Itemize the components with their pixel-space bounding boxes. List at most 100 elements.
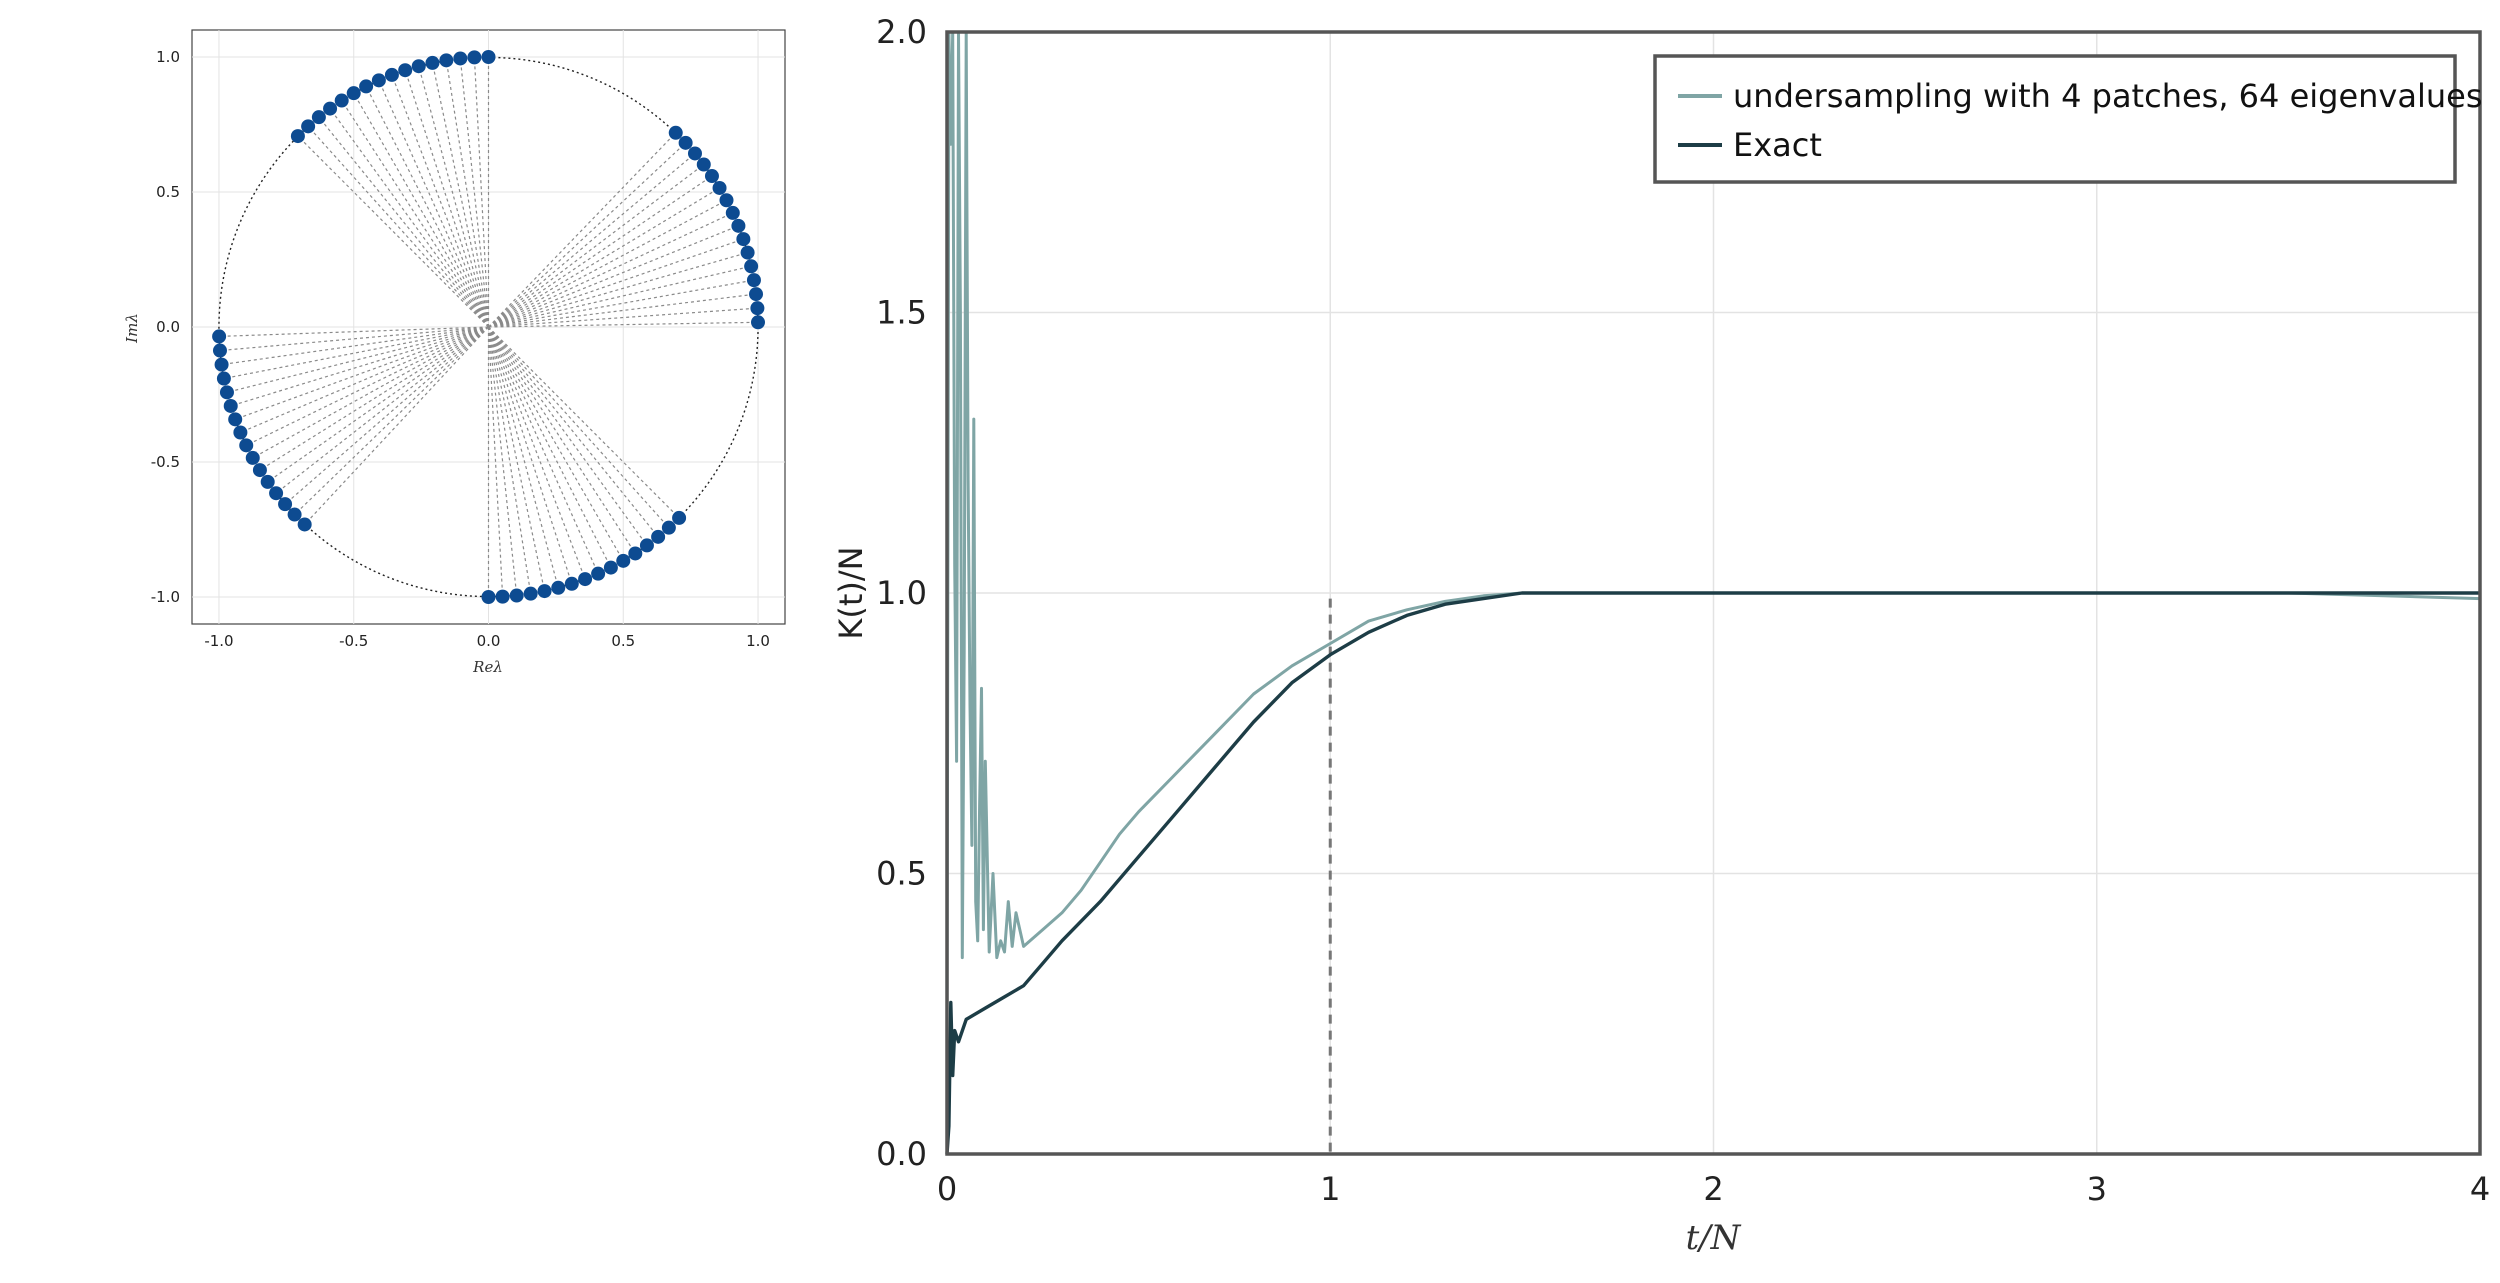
- eigenvalue-point-21: [740, 245, 755, 260]
- eigenvalue-point-46: [287, 507, 302, 522]
- line-y-tick-3: 1.5: [876, 294, 927, 332]
- scatter-x-axis-label: Reλ: [472, 658, 503, 676]
- eigenvalue-point-28: [696, 157, 711, 172]
- form-factor-line-panel: 0 1 2 3 4 0.0 0.5 1.0 1.5 2.0 t/N K(t)/N undersa…: [832, 13, 2490, 1258]
- spoke-45: [284, 326, 489, 505]
- eigenvalue-point-49: [495, 589, 510, 604]
- spoke-32: [219, 326, 489, 338]
- line-x-tick-3: 3: [2087, 1170, 2107, 1208]
- eigenvalue-point-45: [278, 497, 293, 512]
- eigenvalue-point-50: [509, 588, 524, 603]
- eigenvalue-point-3: [439, 53, 454, 68]
- eigenvalue-point-12: [323, 101, 338, 116]
- legend: undersampling with 4 patches, 64 eigenva…: [1653, 54, 2483, 184]
- eigenvalue-point-52: [537, 584, 552, 599]
- series-undersampling-line: [945, 30, 2481, 1042]
- scatter-y-tick-2: 0.0: [156, 318, 180, 336]
- line-y-tick-2: 1.0: [876, 574, 927, 612]
- scatter-x-tick-4: 1.0: [746, 632, 770, 650]
- spoke-39: [240, 326, 489, 434]
- spoke-21: [488, 252, 748, 328]
- spoke-29: [488, 152, 696, 328]
- eigenvalue-point-18: [749, 287, 764, 302]
- line-x-tick-labels: 0 1 2 3 4: [937, 1170, 2490, 1208]
- eigenvalue-point-7: [384, 67, 399, 82]
- spoke-35: [223, 326, 489, 380]
- scatter-y-axis-label: Imλ: [123, 313, 141, 344]
- line-x-tick-4: 4: [2470, 1170, 2490, 1208]
- legend-label-undersampling: undersampling with 4 patches, 64 eigenva…: [1733, 77, 2483, 115]
- spoke-17: [488, 307, 758, 328]
- eigenvalue-point-41: [245, 450, 260, 465]
- spoke-26: [488, 187, 720, 328]
- spoke-24: [488, 212, 734, 328]
- eigenvalue-point-58: [616, 553, 631, 568]
- spoke-18: [488, 293, 757, 328]
- eigenvalue-point-38: [228, 412, 243, 427]
- eigenvalue-point-31: [668, 125, 683, 140]
- spoke-50: [487, 326, 518, 596]
- eigenvalue-point-2: [453, 51, 468, 66]
- line-y-tick-1: 0.5: [876, 855, 927, 893]
- line-y-tick-labels: 0.0 0.5 1.0 1.5 2.0: [876, 13, 927, 1173]
- eigenvalue-point-19: [746, 273, 761, 288]
- scatter-y-tick-0: 1.0: [156, 48, 180, 66]
- eigenvalue-point-51: [523, 586, 538, 601]
- eigenvalue-point-48: [481, 590, 496, 604]
- eigenvalue-point-26: [712, 180, 727, 195]
- line-y-tick-4: 2.0: [876, 13, 927, 51]
- spoke-14: [307, 125, 489, 328]
- spoke-9: [365, 86, 490, 328]
- scatter-points: [212, 50, 766, 604]
- eigenvalue-point-15: [290, 129, 305, 144]
- eigenvalue-point-40: [239, 438, 254, 453]
- eigenvalue-point-25: [719, 193, 734, 208]
- eigenvalue-point-29: [687, 146, 702, 161]
- spoke-31: [488, 132, 677, 328]
- legend-label-exact: Exact: [1733, 126, 1822, 164]
- line-plot-frame: [945, 30, 2482, 1156]
- line-x-tick-1: 1: [1320, 1170, 1340, 1208]
- spoke-55: [487, 326, 586, 580]
- eigenvalue-point-22: [736, 232, 751, 247]
- legend-box: [1653, 54, 2457, 184]
- spoke-30: [488, 142, 687, 328]
- eigenvalue-point-36: [219, 385, 234, 400]
- scatter-x-tick-1: -0.5: [339, 632, 368, 650]
- line-y-axis-label: K(t)/N: [832, 546, 870, 639]
- spoke-54: [487, 326, 573, 584]
- spoke-38: [235, 326, 489, 420]
- line-x-axis-label: t/N: [1686, 1218, 1742, 1258]
- spoke-49: [487, 326, 504, 597]
- spoke-57: [487, 326, 612, 568]
- line-y-tick-0: 0.0: [876, 1135, 927, 1173]
- eigenvalue-point-6: [398, 63, 413, 78]
- eigenvalue-point-39: [233, 425, 248, 440]
- spoke-20: [488, 265, 752, 328]
- spoke-13: [318, 116, 489, 328]
- spoke-52: [487, 326, 546, 592]
- spoke-2: [459, 58, 490, 328]
- spoke-19: [488, 279, 755, 328]
- eigenvalue-point-44: [269, 486, 284, 501]
- spoke-37: [230, 326, 489, 407]
- eigenvalue-point-63: [672, 510, 687, 525]
- spoke-36: [226, 326, 489, 393]
- scatter-spokes: [219, 57, 759, 597]
- spoke-27: [488, 175, 713, 328]
- spoke-8: [378, 80, 490, 328]
- eigenvalue-point-30: [678, 135, 693, 150]
- eigenvalue-point-11: [334, 93, 349, 108]
- eigenvalue-point-9: [359, 79, 374, 94]
- eigenvalue-point-32: [212, 329, 227, 344]
- scatter-y-tick-labels: 1.0 0.5 0.0 -0.5 -1.0: [151, 48, 180, 606]
- eigenvalue-point-34: [214, 357, 229, 372]
- eigenvalue-point-42: [252, 463, 267, 478]
- scatter-x-tick-0: -1.0: [204, 632, 233, 650]
- spoke-1: [473, 57, 490, 328]
- spoke-4: [431, 62, 490, 328]
- spoke-40: [245, 326, 489, 446]
- eigenvalue-point-8: [371, 73, 386, 88]
- spoke-44: [275, 326, 489, 494]
